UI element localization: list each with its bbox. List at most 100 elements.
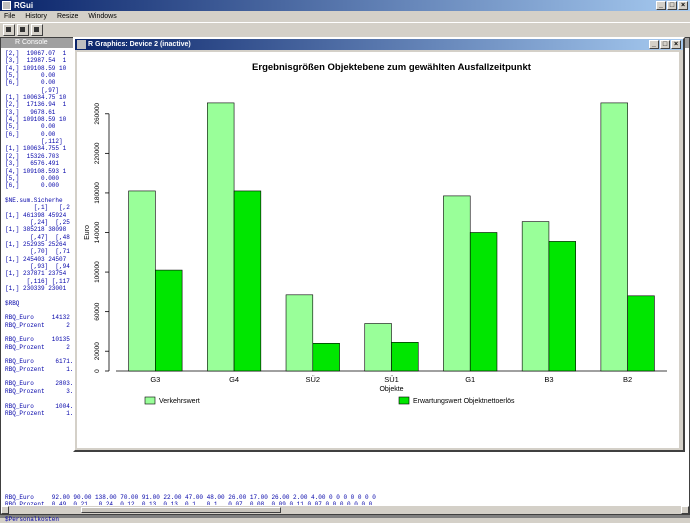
console-line: RBQ_Prozent 1. [5,365,74,373]
scroll-thumb[interactable] [81,507,281,513]
legend-swatch-verkehrswert [144,396,156,405]
console-line: [2,] 15326.703 [5,152,60,160]
copy-icon[interactable] [3,24,15,36]
bar-erwartungswert-3 [391,342,419,372]
minimize-button[interactable]: _ [656,1,666,10]
console-line: [6,] 0.000 [5,182,60,190]
console-line: RBQ_Prozent 2 [5,321,70,329]
y-tick-label: 180000 [94,182,101,204]
console-line: $NE.sum.Sicherhe [5,196,63,204]
console-line [5,307,73,314]
console-line: RBQ_Euro 2803. [5,380,74,388]
y-tick-label: 220000 [94,142,101,164]
console-line [5,190,73,197]
console-line: RBQ_Euro 92.00 90.00 138.00 70.00 91.00 … [5,494,376,501]
console-line: RBQ_Euro 6171. [5,358,74,366]
bar-verkehrswert-3 [364,323,392,372]
legend-swatch-erwartungswert [398,396,410,405]
console-line: [2,] 19067.07 1 [5,50,67,57]
console-line [5,373,73,380]
graphics-titlebar: R Graphics: Device 2 (inactive) _ □ × [75,39,683,50]
console-output[interactable]: [2,] 19067.07 1 [3,] 12987.54 1 [4,] 10910… [5,50,73,417]
print-icon[interactable] [17,24,29,36]
chart-title: Ergebnisgrößen Objektebene zum gewählten… [252,62,532,73]
r-logo-icon [77,40,86,49]
app-title: RGui [14,1,34,10]
console-line: [,97] [5,86,60,94]
y-tick-label: 140000 [94,221,101,243]
y-tick-label: 0 [94,369,101,373]
console-line: [,24] [,25 [5,218,70,226]
bar-erwartungswert-4 [469,232,498,372]
menu-file[interactable]: File [4,13,16,20]
console-line: [1,] 385218 38098 [5,226,67,234]
console-line: [6,] 0.00 [5,79,56,87]
bar-verkehrswert-2 [285,294,314,372]
bar-verkehrswert-5 [521,221,550,372]
x-tick-label: B2 [623,375,632,384]
console-line: [4,] 109108.59 10 [5,116,67,124]
console-line: [3,] 9678.61 [5,108,56,116]
console-line: RBQ_Prozent 0.49 0.21 0.24 0.12 0.13 0.1… [5,501,376,508]
console-line: RBQ_Prozent 3. [5,387,74,395]
console-line: [3,] 12987.54 1 [5,57,67,65]
scroll-right-icon[interactable] [681,506,689,514]
horizontal-scrollbar[interactable] [1,505,689,514]
x-tick-label: B3 [544,375,553,384]
x-tick-label: G1 [465,375,475,384]
console-line: $RBQ [5,299,20,307]
console-line: [1,] 252935 25264 [5,240,67,248]
menu-history[interactable]: History [25,13,48,20]
y-tick-label: 100000 [94,261,101,283]
x-tick-label: SÜ1 [384,375,399,384]
console-line: RBQ_Euro 10135 [5,336,70,344]
x-tick-label: G4 [229,375,239,384]
console-line: [,112] [5,138,63,146]
bar-erwartungswert-1 [233,190,262,372]
x-tick-label: G3 [150,375,160,384]
bar-erwartungswert-2 [312,342,340,372]
console-line: [1,] 237871 23754 [5,270,67,278]
console-line: RBQ_Prozent 2 [5,343,70,351]
graphics-device-window: R Graphics: Device 2 (inactive) _ □ × Er… [73,37,685,452]
console-line: [1,] 461398 45924 [5,211,67,219]
console-line [5,292,73,299]
menubar: File History Resize Windows [0,11,690,22]
graphics-minimize-button[interactable]: _ [649,40,659,49]
y-axis-label: Euro [84,225,91,240]
console-line: $Personalkosten [5,515,60,523]
scroll-left-icon[interactable] [1,506,9,514]
console-line: [5,] 0.000 [5,174,60,182]
bar-chart: Ergebnisgrößen Objektebene zum gewählten… [84,62,667,405]
close-button[interactable]: × [678,1,688,10]
bar-erwartungswert-5 [548,241,576,372]
app-titlebar: RGui _ □ × [0,0,690,11]
y-tick-label: 20000 [94,342,101,360]
menu-windows[interactable]: Windows [88,13,117,20]
menu-resize[interactable]: Resize [56,13,79,20]
console-line: [2,] 17136.94 1 [5,101,67,109]
console-line: [,47] [,48 [5,233,70,241]
console-line: [4,] 109108.59 10 [5,64,67,72]
console-line: RBQ_Prozent 1. [5,409,74,417]
maximize-button[interactable]: □ [667,1,677,10]
console-line: RBQ_Euro 1004. [5,402,74,410]
x-axis-label: Objekte [379,386,403,393]
x-tick-label: SÜ2 [305,375,320,384]
bar-verkehrswert-0 [128,190,156,372]
graphics-close-button[interactable]: × [671,40,681,49]
console-line: [1,] 230339 23001 [5,285,67,292]
console-line: [,1] [,2 [5,204,70,212]
console-line [5,329,73,336]
console-line: [,116] [,117 [5,277,70,285]
console-line: [1,] 100634.75 10 [5,94,67,102]
window-icon[interactable] [31,24,43,36]
bar-verkehrswert-4 [443,195,471,372]
console-line: [1,] 245403 24507 [5,255,67,263]
bar-verkehrswert-1 [207,102,235,372]
toolbar [0,22,690,38]
console-line: [4,] 109108.593 1 [5,167,67,175]
console-line [5,395,73,402]
graphics-maximize-button[interactable]: □ [660,40,670,49]
y-tick-label: 60000 [94,302,101,320]
